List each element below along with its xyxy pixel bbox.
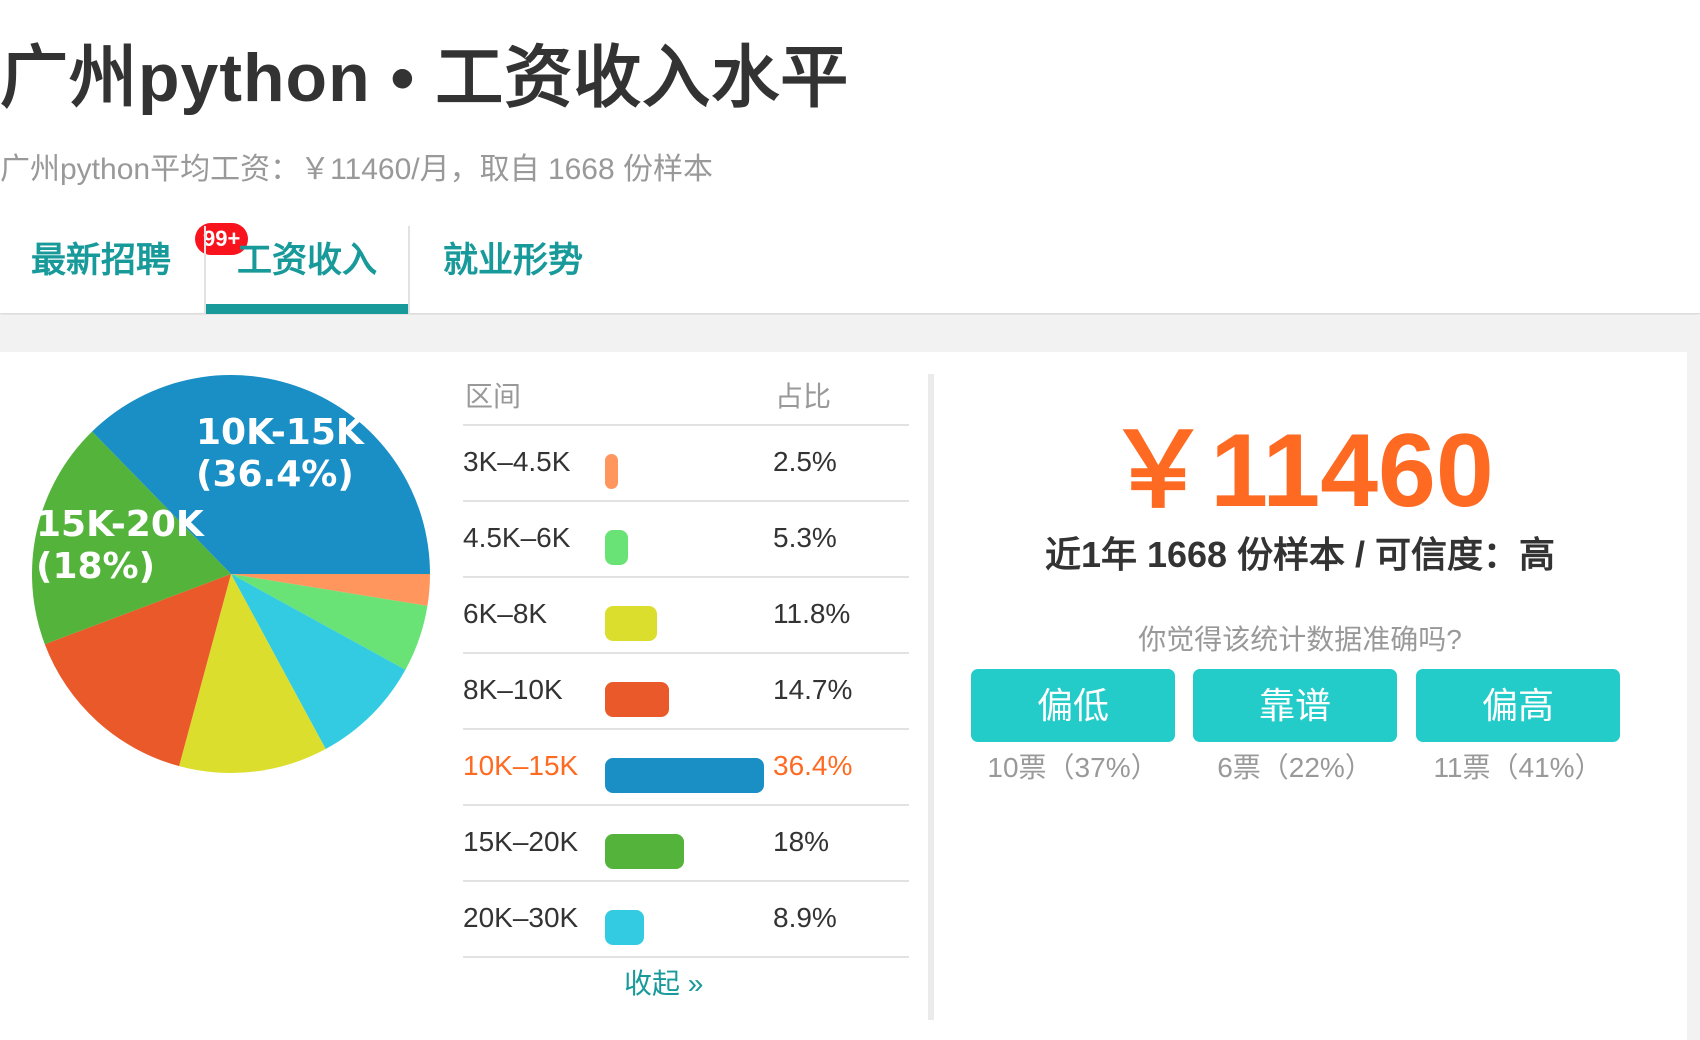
share-percent: 36.4% — [773, 750, 853, 781]
share-bar — [605, 758, 765, 793]
tab-label: 工资收入 — [236, 241, 377, 280]
sample-credibility: 近1年 1668 份样本 / 可信度：高 — [1044, 534, 1556, 575]
pie-slice-15K-20K[interactable] — [31, 431, 231, 645]
collapse-link[interactable]: 收起 » — [624, 968, 704, 999]
share-percent: 5.3% — [773, 522, 837, 553]
vote-accurate-count: 6票（22%） — [1217, 752, 1373, 783]
share-bar — [605, 454, 618, 489]
range-label: 15K–20K — [463, 826, 579, 857]
share-bar — [605, 530, 629, 565]
share-bar — [605, 910, 644, 945]
pie-slice-3K-4.5K[interactable] — [231, 574, 430, 606]
salary-pie-chart: 10K-15K(36.4%) 15K-20K(18%) — [31, 375, 430, 773]
pie-data-label: (18%) — [36, 546, 155, 587]
share-percent: 18% — [773, 826, 830, 857]
range-label: 10K–15K — [463, 750, 579, 781]
table-row: 15K–20K 18% — [463, 804, 909, 880]
vote-accurate-button[interactable]: 靠谱 — [1193, 669, 1397, 742]
table-row: 4.5K–6K 5.3% — [463, 500, 909, 576]
share-percent: 2.5% — [773, 446, 837, 477]
tab-label: 就业形势 — [443, 241, 584, 280]
table-row: 3K–4.5K 2.5% — [463, 424, 909, 500]
range-label: 8K–10K — [463, 674, 563, 705]
vote-low-button[interactable]: 偏低 — [971, 669, 1175, 742]
share-percent: 8.9% — [773, 902, 837, 933]
average-salary: ￥11460 — [1106, 413, 1494, 529]
pie-slice-4.5K-6K[interactable] — [231, 574, 428, 670]
pie-data-label: (36.4%) — [196, 454, 354, 495]
range-label: 3K–4.5K — [463, 446, 571, 477]
range-label: 6K–8K — [463, 598, 548, 629]
accuracy-question: 你觉得该统计数据准确吗? — [1138, 624, 1462, 655]
table-row: 6K–8K 11.8% — [463, 576, 909, 652]
pie-slice-8K-10K[interactable] — [44, 574, 231, 767]
vertical-divider — [928, 374, 934, 1020]
share-bar — [605, 834, 684, 869]
page-title: 广州python • 工资收入水平 — [0, 40, 850, 116]
tab-label: 最新招聘 — [31, 241, 172, 280]
divider — [463, 956, 909, 958]
table-row: 20K–30K 8.9% — [463, 880, 909, 956]
table-row: 8K–10K 14.7% — [463, 652, 909, 728]
tab-latest-jobs[interactable]: 最新招聘 99+ — [31, 223, 249, 314]
vote-low-count: 10票（37%） — [987, 752, 1159, 783]
pie-slice-20K-30K[interactable] — [231, 574, 406, 750]
range-label: 20K–30K — [463, 902, 579, 933]
pie-slice-10K-15K[interactable] — [92, 375, 430, 574]
vote-high-button[interactable]: 偏高 — [1416, 669, 1620, 742]
vote-high-count: 11票（41%） — [1433, 752, 1603, 783]
pie-data-label: 10K-15K — [196, 412, 365, 453]
tab-employment-trend[interactable]: 就业形势 — [443, 226, 583, 314]
pie-slice-6K-8K[interactable] — [179, 574, 326, 773]
table-row: 10K–15K 36.4% — [463, 728, 909, 804]
column-header-share: 占比 — [775, 381, 832, 412]
range-label: 4.5K–6K — [463, 522, 571, 553]
tab-bar: 最新招聘 99+ 工资收入 就业形势 — [0, 223, 1700, 314]
share-bar — [605, 606, 657, 641]
share-percent: 11.8% — [773, 598, 851, 629]
pie-data-label: 15K-20K — [36, 504, 205, 545]
page-subtitle: 广州python平均工资：￥11460/月，取自 1668 份样本 — [0, 153, 714, 186]
count-badge: 99+ — [195, 223, 249, 255]
share-bar — [605, 682, 670, 717]
column-header-range: 区间 — [465, 381, 522, 412]
share-percent: 14.7% — [773, 674, 853, 705]
tab-salary[interactable]: 工资收入 — [204, 226, 410, 314]
